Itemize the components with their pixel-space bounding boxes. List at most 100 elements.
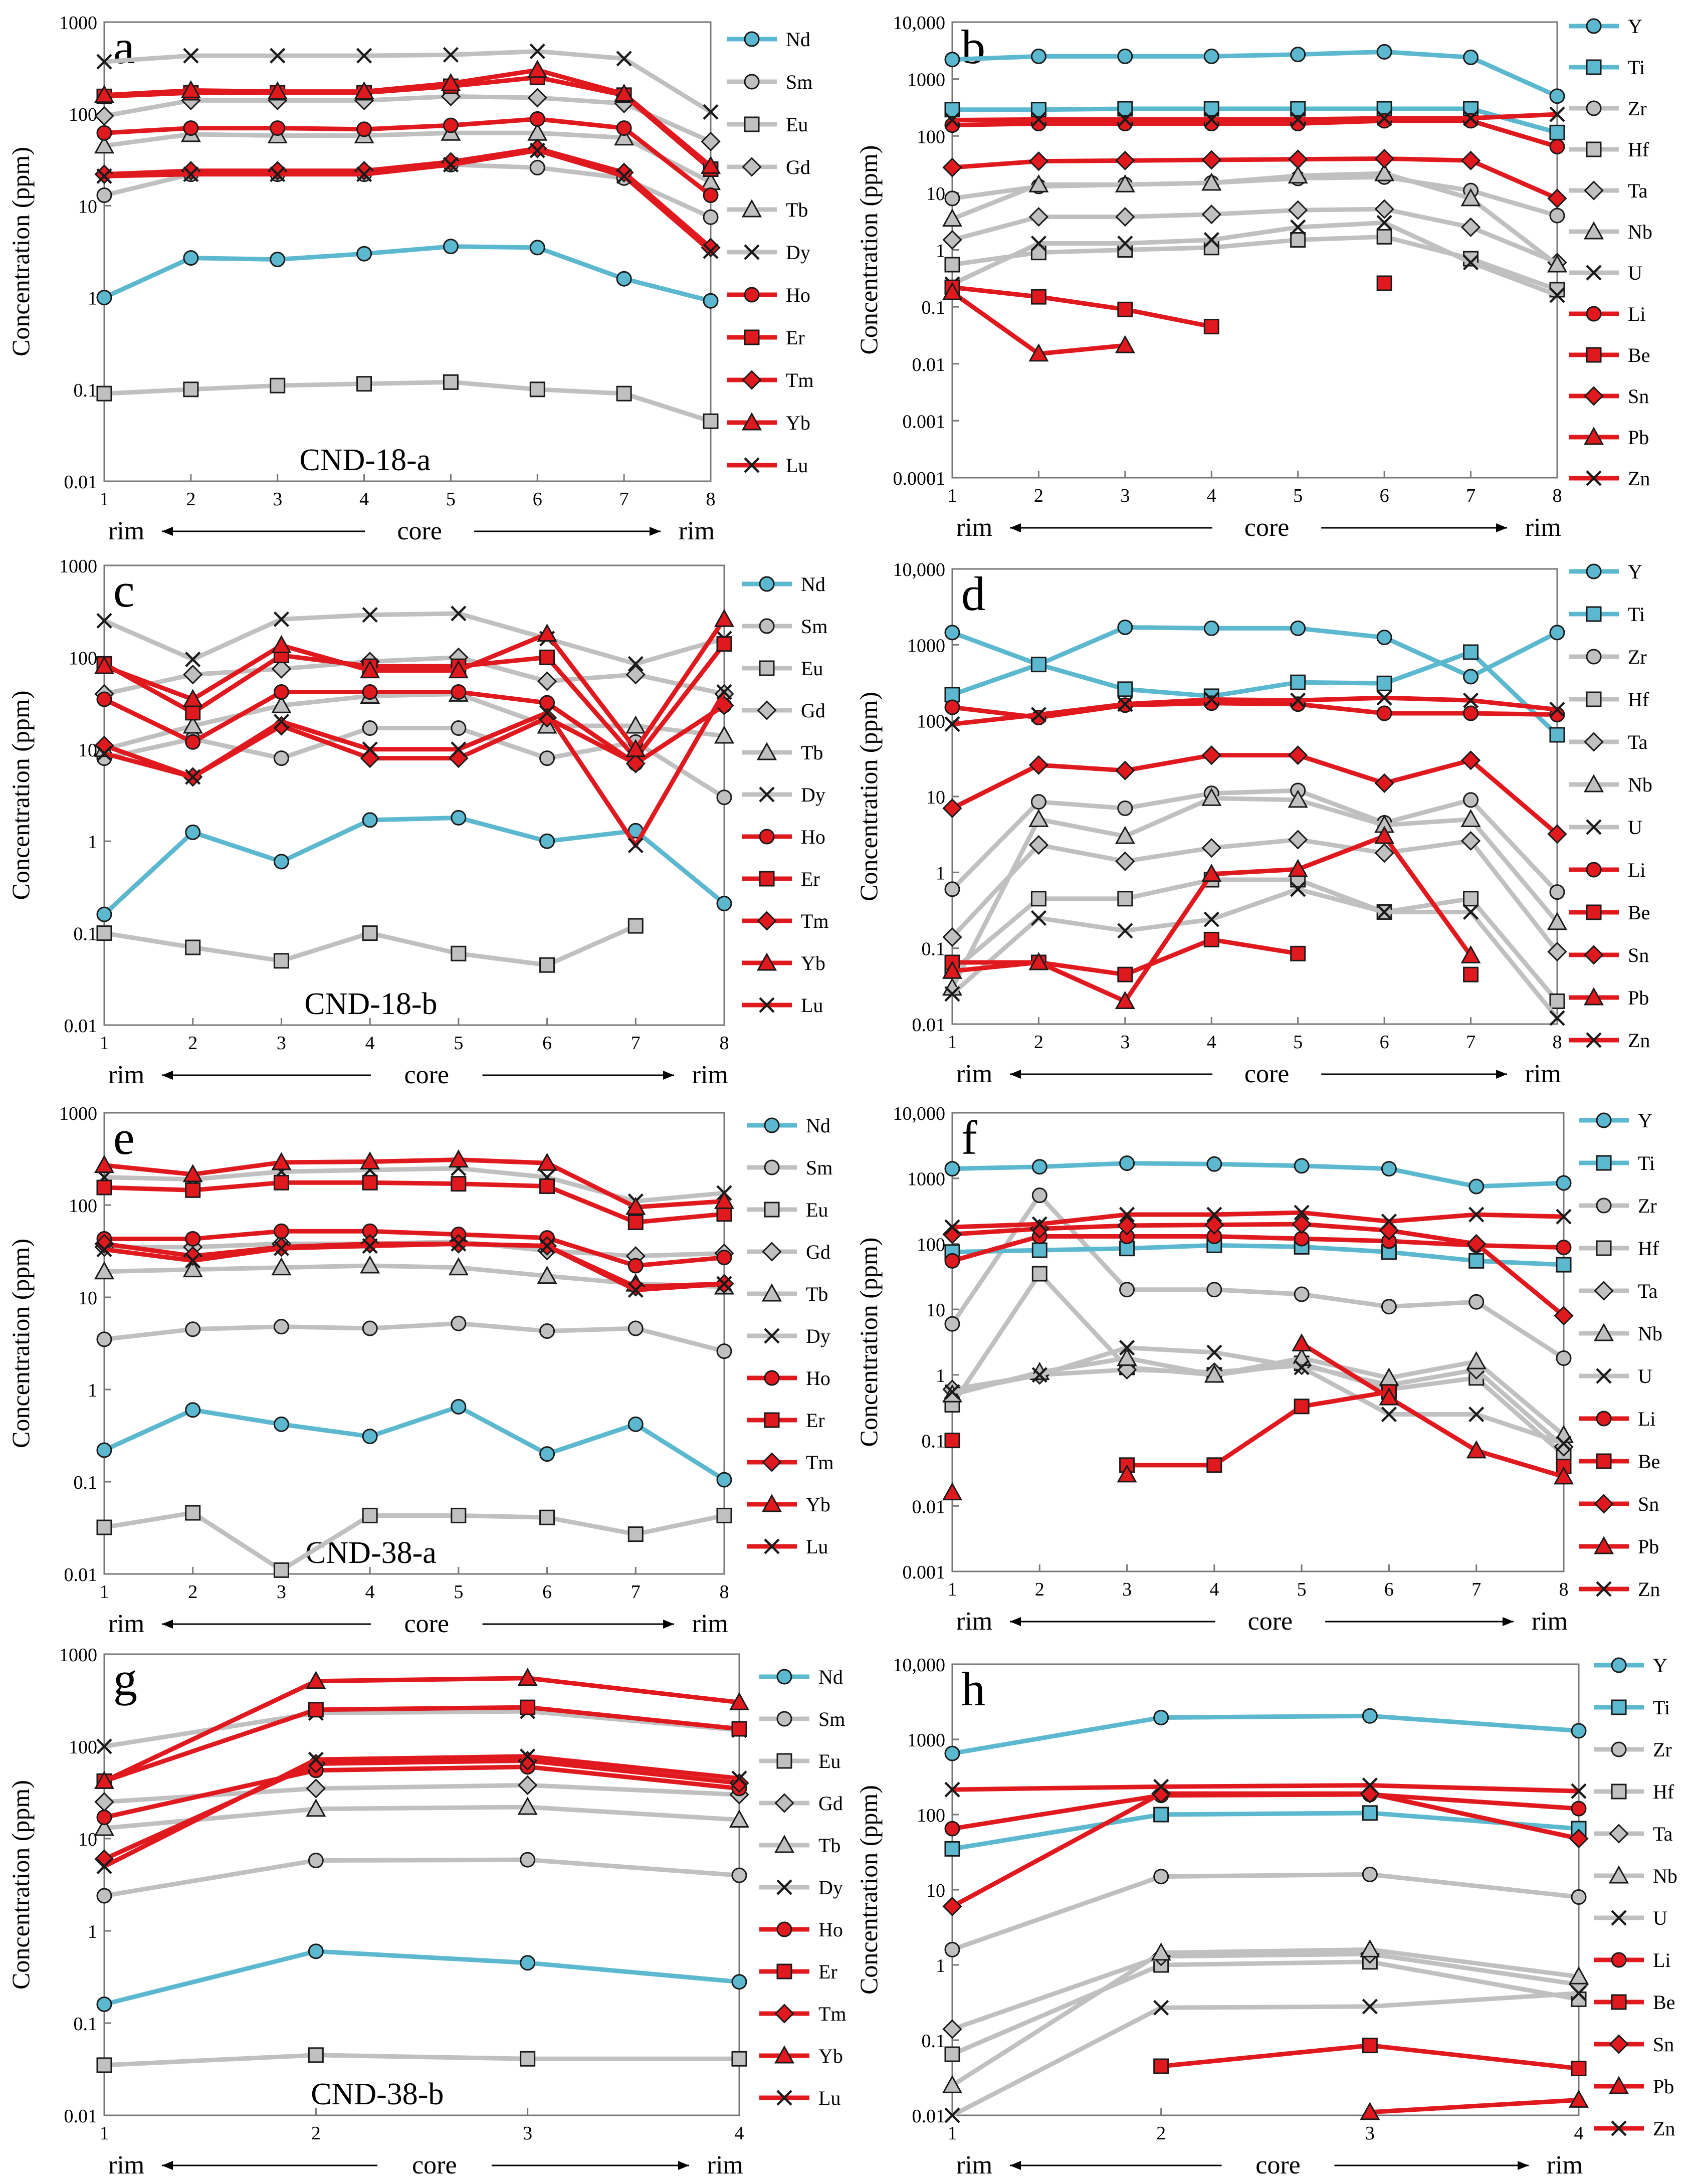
- legend-item-Nb: Nb: [1594, 1865, 1677, 1887]
- legend-item-Hf: Hf: [1594, 1780, 1674, 1803]
- data-point-Li: [1556, 1240, 1572, 1256]
- data-point-Zn: [1468, 1207, 1485, 1223]
- y-tick-label: 1000: [59, 13, 97, 34]
- x-tick-label: 5: [454, 1581, 463, 1603]
- data-point-Pb: [1117, 1464, 1137, 1483]
- series-Sn: [942, 1783, 1589, 1916]
- data-point-Nd: [616, 271, 632, 287]
- series-line-Lu: [104, 148, 712, 253]
- legend-label: Dy: [818, 1876, 843, 1899]
- legend-label: Pb: [1628, 426, 1649, 449]
- data-point-Er: [716, 1206, 732, 1222]
- x-tick-label: 3: [273, 489, 282, 510]
- data-point-Nb: [1360, 1939, 1380, 1957]
- legend-marker: [1596, 1368, 1612, 1384]
- data-point-Zn-stroke-b: [1119, 1207, 1135, 1223]
- data-point-Zn: [1376, 110, 1392, 126]
- legend-marker-stroke-b: [1596, 1581, 1612, 1597]
- x-tick-label: 4: [735, 2123, 744, 2144]
- legend-item-Li: Li: [1569, 303, 1646, 325]
- series-Lu: [96, 1236, 732, 1298]
- data-point-Sn: [1460, 750, 1481, 770]
- data-point-U: [1462, 255, 1479, 271]
- data-point-Dy-stroke-b: [356, 48, 372, 64]
- data-point-Zn: [1290, 692, 1306, 708]
- data-point-Ti: [1468, 1253, 1485, 1269]
- data-point-U: [1031, 1367, 1047, 1383]
- data-point-Tb: [94, 135, 115, 154]
- data-point-Yb: [271, 1152, 292, 1170]
- data-point-Zn-stroke-b: [1290, 692, 1306, 708]
- series-Sm: [96, 1852, 747, 1904]
- legend-item-Sm: Sm: [727, 71, 812, 93]
- y-tick-label: 0.1: [74, 2014, 98, 2035]
- legend-label: Sm: [806, 1156, 832, 1179]
- data-point-Ta: [1374, 199, 1394, 219]
- series-Nb: [942, 163, 1568, 273]
- data-point-Sn: [1374, 148, 1394, 169]
- core-label: core: [397, 517, 442, 545]
- data-point-Dy-stroke-b: [529, 43, 545, 59]
- legend-label: Nb: [1638, 1322, 1662, 1345]
- data-point-U: [1376, 215, 1392, 231]
- legend-label: Ti: [1653, 1696, 1670, 1719]
- data-point-Ti: [1463, 644, 1479, 660]
- data-point-Yb: [94, 85, 115, 103]
- data-point-U-stroke-b: [944, 1384, 960, 1400]
- data-point-Y: [1203, 48, 1219, 64]
- data-point-Y: [1468, 1178, 1485, 1195]
- data-point-Nb: [942, 209, 963, 227]
- legend-label: Y: [1628, 15, 1642, 38]
- legend-marker: [1609, 1824, 1629, 1844]
- data-point-Nd: [451, 810, 467, 826]
- data-point-Zn-stroke-b: [1381, 1214, 1397, 1230]
- legend-label: Hf: [1628, 138, 1649, 161]
- data-point-Gd: [183, 665, 203, 685]
- x-tick-label: 1: [948, 485, 957, 506]
- legend-item-Zr: Zr: [1569, 646, 1647, 668]
- data-point-Lu-stroke-b: [270, 166, 286, 182]
- data-point-Sn: [1547, 188, 1567, 209]
- legend-item-U: U: [1569, 816, 1642, 839]
- panel-f: 0.001 0.01 0.1 1 10 100 1000 10,000 1 2 3 4 5 6 7 8 Conc…: [855, 1103, 1662, 1636]
- series-line-Pb: [1370, 2097, 1579, 2115]
- data-point-Lu: [520, 1748, 536, 1764]
- data-point-Nd: [451, 1399, 467, 1415]
- data-point-Pb: [942, 1482, 963, 1501]
- data-point-Zn: [1206, 1207, 1222, 1223]
- y-tick-label: 0.1: [922, 297, 946, 318]
- legend-item-Tm: Tm: [759, 2003, 847, 2025]
- data-point-U: [1381, 1406, 1397, 1423]
- data-point-Yb: [729, 1692, 750, 1710]
- data-point-Zr: [1117, 800, 1133, 816]
- data-point-Zn: [1030, 111, 1047, 127]
- data-point-Er: [185, 1182, 201, 1198]
- series-U: [944, 881, 1565, 1026]
- plot-frame: [951, 1663, 1580, 2116]
- data-point-U: [944, 986, 960, 1002]
- data-point-Pb: [1115, 335, 1135, 353]
- data-point-Hf: [1549, 993, 1565, 1009]
- x-tick-label: 3: [1122, 1579, 1132, 1600]
- data-point-Dy-stroke-b: [616, 51, 632, 67]
- legend-marker: [759, 576, 775, 592]
- legend-item-Dy: Dy: [742, 783, 825, 806]
- legend-marker: [1611, 1910, 1627, 1926]
- data-point-Lu-stroke-b: [96, 168, 112, 184]
- data-point-Sm: [627, 1320, 644, 1336]
- x-tick-label: 6: [1380, 485, 1389, 506]
- data-point-Pb: [942, 960, 963, 979]
- series-line-Yb: [104, 68, 712, 168]
- legend-item-Tb: Tb: [747, 1283, 828, 1305]
- data-point-Nb: [1460, 809, 1481, 828]
- legend-item-Sm: Sm: [747, 1156, 832, 1179]
- data-point-Y: [1556, 1175, 1572, 1191]
- data-point-Zn: [1030, 707, 1047, 723]
- y-tick-label: 0.001: [903, 1562, 946, 1583]
- rim-label-left: rim: [956, 513, 992, 542]
- legend-item-Y: Y: [1594, 1654, 1667, 1677]
- data-point-Yb: [517, 1668, 538, 1686]
- data-point-Lu: [616, 168, 632, 184]
- data-point-Yb: [267, 81, 288, 100]
- data-point-Nd: [273, 1416, 289, 1432]
